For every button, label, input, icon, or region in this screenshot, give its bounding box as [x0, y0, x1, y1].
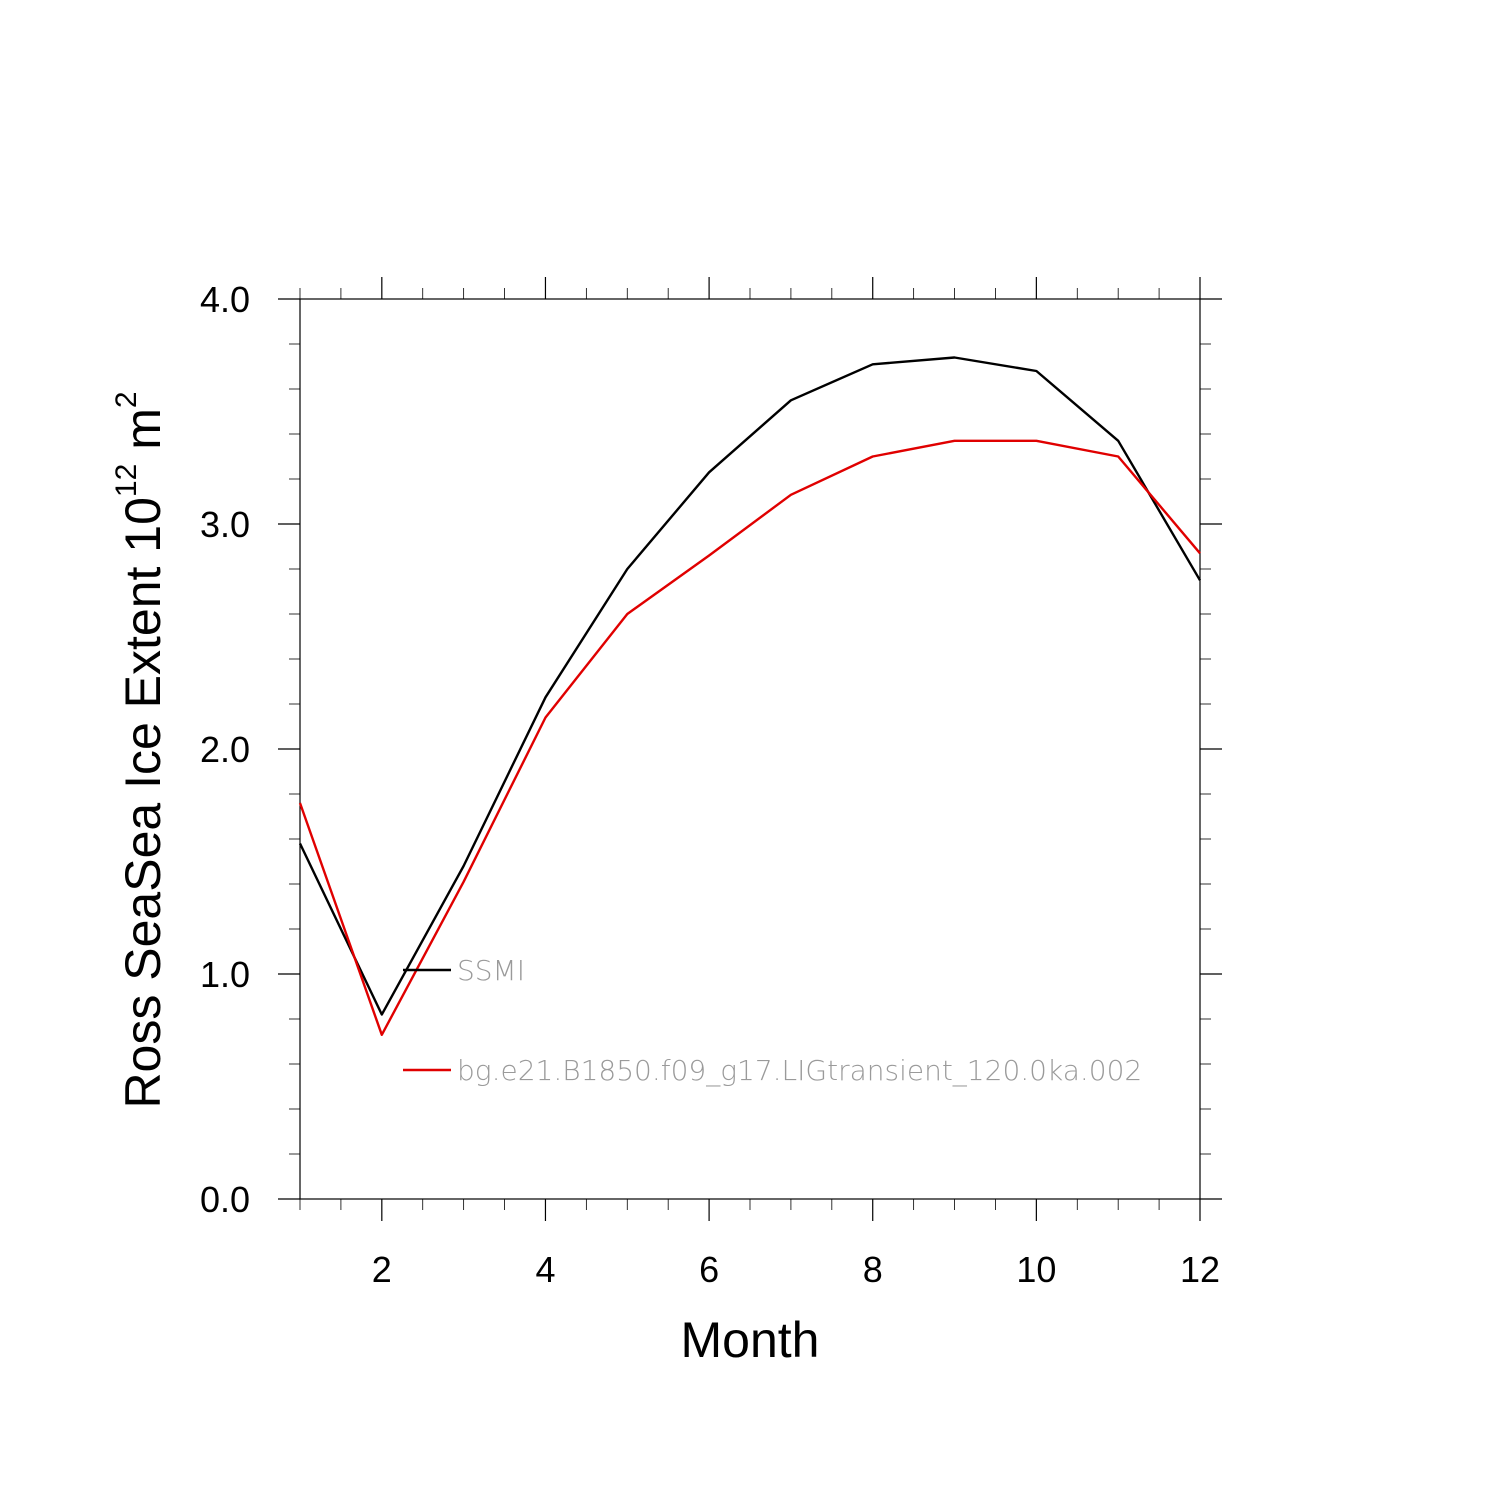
x-tick-label: 8	[863, 1249, 883, 1290]
legend-label-model: bg.e21.B1850.f09_g17.LIGtransient_120.0k…	[457, 1054, 1142, 1088]
minor-ticks	[289, 288, 1211, 1210]
x-axis-title: Month	[681, 1312, 820, 1368]
y-axis-title: Ross SeaSea Ice Extent 1012 m2	[110, 391, 171, 1108]
y-tick-label: 1.0	[200, 954, 250, 995]
y-axis-title-exponent: 12	[110, 464, 143, 497]
tick-labels: 2 4 6 8 10 12 0.0 1.0 2.0 3.0 4.0	[200, 279, 1220, 1290]
legend-label-ssmi: SSMI	[457, 954, 525, 987]
x-tick-label: 10	[1016, 1249, 1056, 1290]
series-line-ssmi	[298, 356, 1202, 1016]
y-tick-label: 2.0	[200, 729, 250, 770]
x-tick-label: 6	[699, 1249, 719, 1290]
y-tick-label: 0.0	[200, 1179, 250, 1220]
y-axis-title-unit: m	[115, 408, 171, 464]
y-tick-label: 3.0	[200, 504, 250, 545]
major-ticks	[278, 277, 1222, 1221]
y-axis-title-prefix: Ross SeaSea Ice Extent 10	[115, 497, 171, 1108]
series-layer	[298, 356, 1202, 1037]
legend: SSMI bg.e21.B1850.f09_g17.LIGtransient_12…	[403, 954, 1142, 1088]
x-tick-label: 2	[372, 1249, 392, 1290]
y-axis-title-unit-exponent: 2	[110, 391, 143, 408]
x-tick-label: 4	[535, 1249, 555, 1290]
series-line-model	[298, 439, 1201, 1037]
plot-frame	[299, 298, 1201, 1200]
x-tick-label: 12	[1180, 1249, 1220, 1290]
y-tick-label: 4.0	[200, 279, 250, 320]
